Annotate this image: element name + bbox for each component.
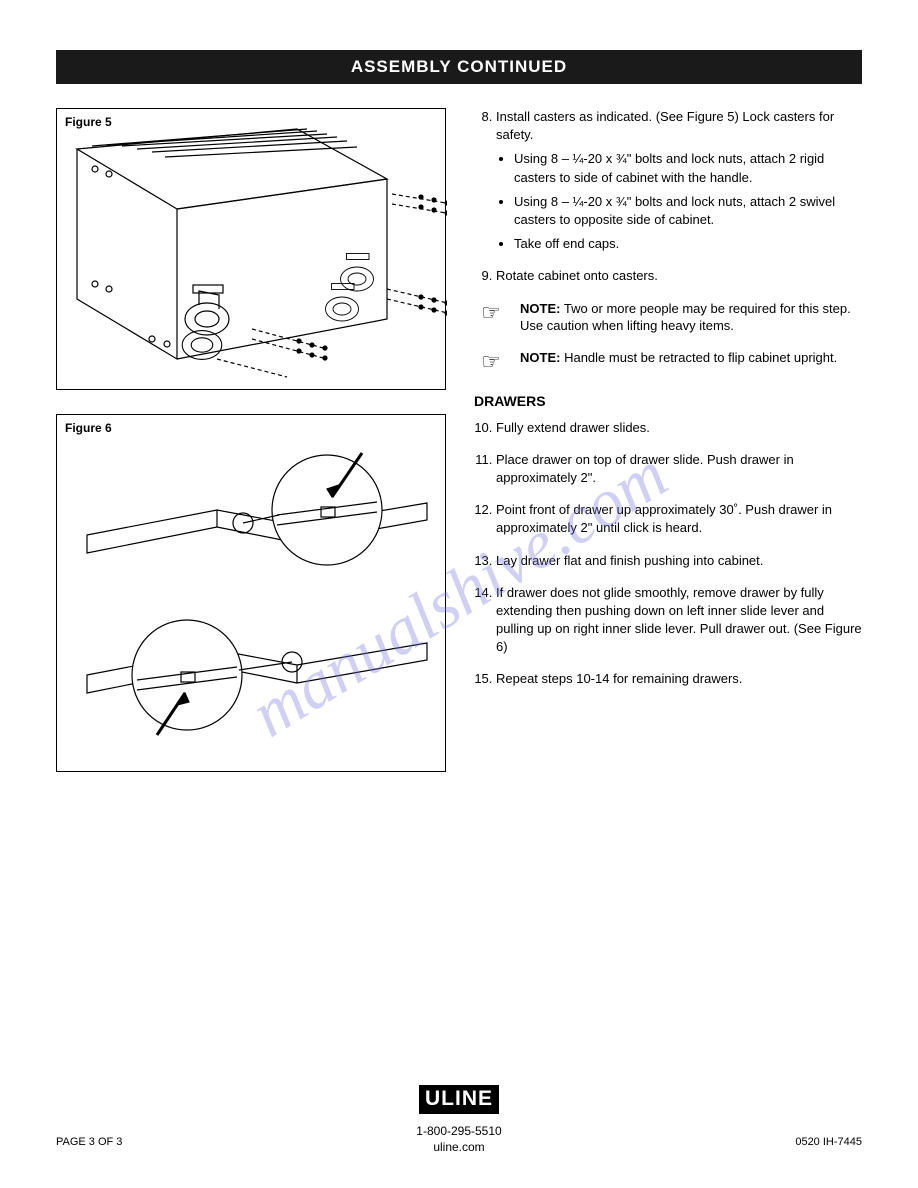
step-8-bullet-3: Take off end caps. xyxy=(514,235,862,253)
section-header: ASSEMBLY CONTINUED xyxy=(56,50,862,84)
note-1-text: NOTE: Two or more people may be required… xyxy=(520,300,862,335)
step-8-bullet-2: Using 8 – ¼-20 x ¾" bolts and lock nuts,… xyxy=(514,193,862,229)
step-13: Lay drawer flat and finish pushing into … xyxy=(496,552,862,570)
footer-phone: 1-800-295-5510 xyxy=(0,1124,918,1138)
figure-6-label: Figure 6 xyxy=(65,421,112,435)
step-8-bullet-1: Using 8 – ¼-20 x ¾" bolts and lock nuts,… xyxy=(514,150,862,186)
figure-6-drawing xyxy=(57,415,447,773)
figure-5-label: Figure 5 xyxy=(65,115,112,129)
left-column: Figure 5 xyxy=(56,108,446,796)
note-2-text: NOTE: Handle must be retracted to flip c… xyxy=(520,349,837,367)
note-1: ☞ NOTE: Two or more people may be requir… xyxy=(474,300,862,335)
drawer-steps: Fully extend drawer slides. Place drawer… xyxy=(474,419,862,689)
step-8-text: Install casters as indicated. (See Figur… xyxy=(496,109,834,142)
note-2-label: NOTE: xyxy=(520,350,560,365)
note-1-body: Two or more people may be required for t… xyxy=(520,301,851,334)
content-area: Figure 5 xyxy=(56,108,862,796)
document-id: 0520 IH-7445 xyxy=(795,1136,862,1148)
right-column: Install casters as indicated. (See Figur… xyxy=(474,108,862,796)
step-15: Repeat steps 10-14 for remaining drawers… xyxy=(496,670,862,688)
footer-url: uline.com xyxy=(0,1140,918,1154)
uline-logo: ULINE xyxy=(419,1085,499,1114)
step-10: Fully extend drawer slides. xyxy=(496,419,862,437)
pointing-hand-icon: ☞ xyxy=(474,300,508,326)
step-8: Install casters as indicated. (See Figur… xyxy=(496,108,862,253)
drawers-heading: DRAWERS xyxy=(474,393,862,409)
note-2-body: Handle must be retracted to flip cabinet… xyxy=(564,350,837,365)
assembly-steps: Install casters as indicated. (See Figur… xyxy=(474,108,862,286)
figure-5-drawing xyxy=(57,109,447,391)
step-9: Rotate cabinet onto casters. xyxy=(496,267,862,285)
pointing-hand-icon: ☞ xyxy=(474,349,508,375)
page-number: PAGE 3 OF 3 xyxy=(56,1136,122,1148)
step-11: Place drawer on top of drawer slide. Pus… xyxy=(496,451,862,487)
figure-5: Figure 5 xyxy=(56,108,446,390)
step-14: If drawer does not glide smoothly, remov… xyxy=(496,584,862,657)
step-12: Point front of drawer up approximately 3… xyxy=(496,501,862,537)
note-2: ☞ NOTE: Handle must be retracted to flip… xyxy=(474,349,862,375)
step-8-bullets: Using 8 – ¼-20 x ¾" bolts and lock nuts,… xyxy=(496,150,862,253)
note-1-label: NOTE: xyxy=(520,301,560,316)
figure-6: Figure 6 xyxy=(56,414,446,772)
footer: ULINE 1-800-295-5510 uline.com xyxy=(0,1085,918,1154)
